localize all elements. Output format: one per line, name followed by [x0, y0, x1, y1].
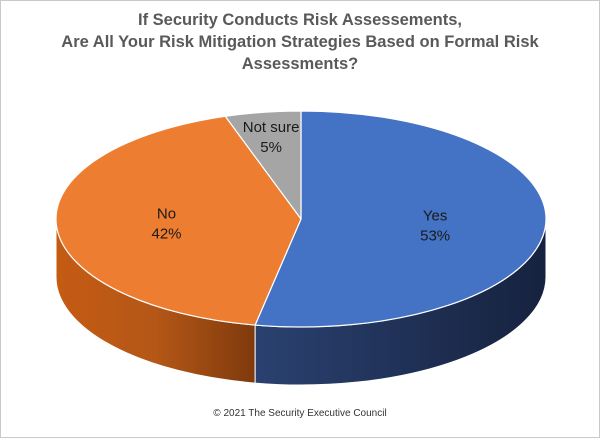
chart-title-line-1: If Security Conducts Risk Assessements,	[137, 11, 462, 29]
chart-title-line-3: Assessments?	[241, 55, 359, 73]
copyright-footer: © 2021 The Security Executive Council	[213, 408, 387, 419]
pie-labels: Yes 53% No 42% Not sure 5%	[152, 119, 451, 245]
pie-slice-not-sure[interactable]	[224, 110, 302, 220]
pie-slice-yes[interactable]	[254, 110, 547, 328]
slice-value-not-sure: 5%	[260, 139, 282, 156]
slice-value-no: 42%	[152, 226, 182, 243]
slice-label-not-sure: Not sure	[243, 119, 300, 136]
slice-label-yes: Yes	[423, 208, 447, 225]
chart-title-line-2: Are All Your Risk Mitigation Strategies …	[61, 33, 539, 51]
pie-slice-no[interactable]	[55, 115, 302, 326]
slice-value-yes: 53%	[420, 228, 450, 245]
slice-label-no: No	[157, 206, 176, 223]
pie-tops	[55, 110, 547, 328]
chart-title: If Security Conducts Risk Assessements, …	[1, 9, 599, 75]
